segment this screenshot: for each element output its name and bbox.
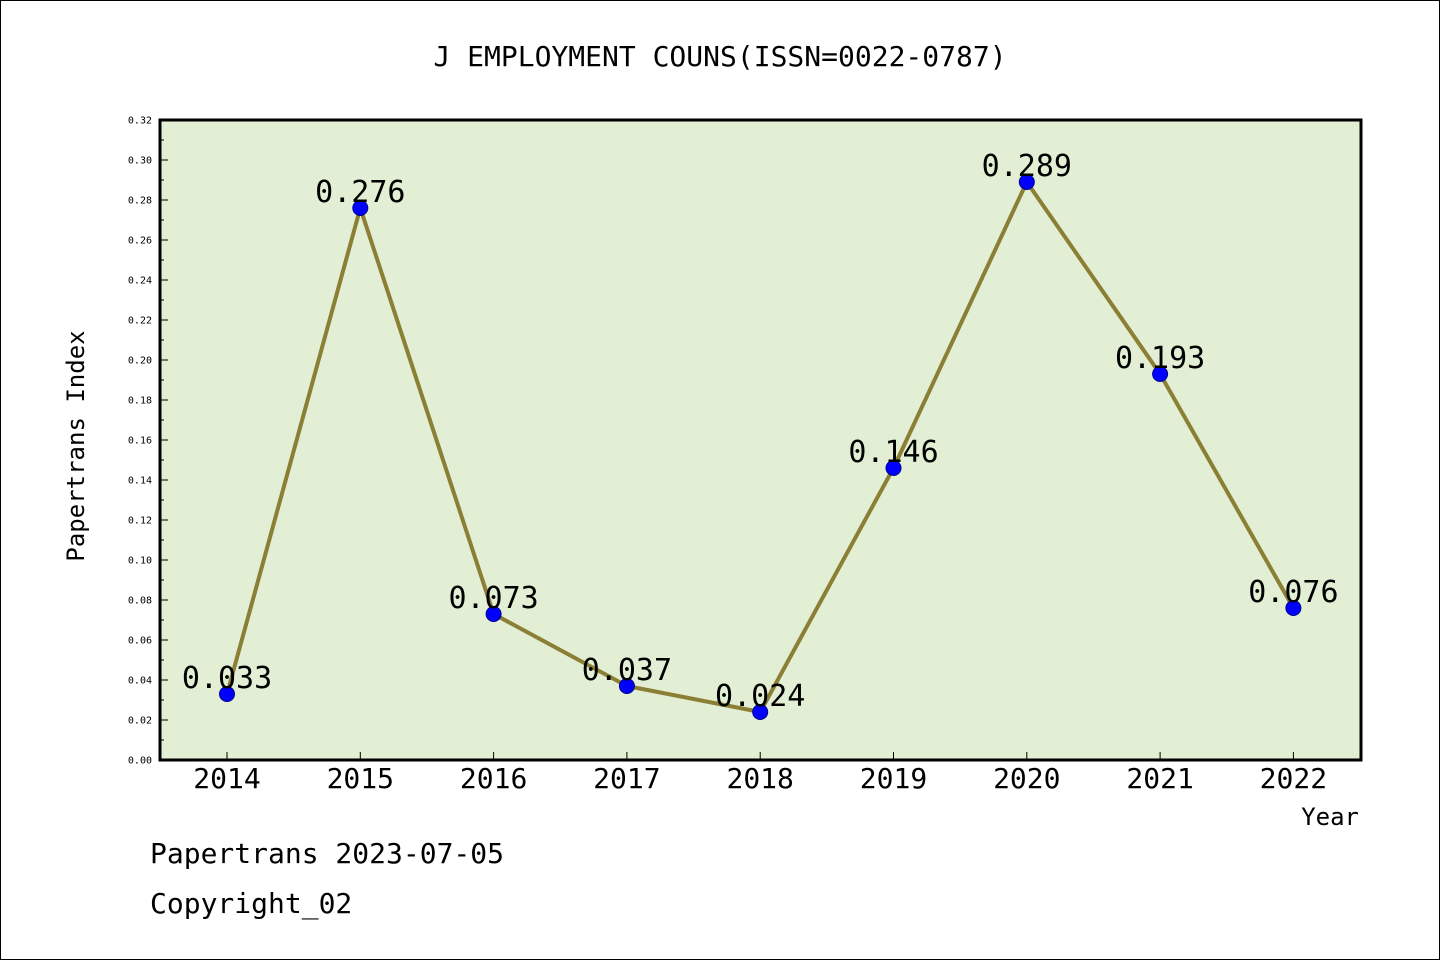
x-tick-label: 2017 [593,762,660,795]
data-label: 0.276 [315,175,405,210]
data-label: 0.146 [848,435,938,470]
data-point [219,686,235,702]
data-label: 0.076 [1248,575,1338,610]
y-tick-label: 0.24 [128,276,152,287]
plot-area [160,120,1361,760]
x-tick-label: 2015 [327,762,394,795]
y-axis-label: Papertrans Index [62,330,90,561]
y-tick-label: 0.08 [128,596,152,607]
x-tick-label: 2018 [726,762,793,795]
y-tick-label: 0.18 [128,396,152,407]
x-tick-label: 2021 [1126,762,1193,795]
y-tick-label: 0.16 [128,436,152,447]
data-point [618,678,635,694]
y-tick-label: 0.10 [128,556,152,567]
data-label: 0.024 [715,679,805,714]
data-point [1152,366,1169,382]
series-layer: 0.033 0.276 0.073 0.037 0.024 0.146 0.289 0.193… [182,149,1339,720]
x-tick-label: 2022 [1260,762,1327,795]
data-point [352,200,369,216]
y-tick-label: 0.12 [128,516,152,527]
chart-title: J EMPLOYMENT COUNS(ISSN=0022-0787) [433,40,1006,73]
y-tick-label: 0.02 [128,716,152,727]
y-tick-label: 0.28 [128,196,152,207]
x-axis: 2014 2015 2016 2017 2018 2019 2020 2021 2022 [193,752,1327,795]
y-tick-label: 0.04 [128,676,152,687]
data-label: 0.073 [448,581,538,616]
x-tick-label: 2019 [860,762,927,795]
x-axis-label: Year [1301,803,1359,831]
footer-copyright: Copyright_02 [150,887,352,921]
y-tick-label: 0.00 [128,756,152,767]
plot-frame [158,118,1363,762]
y-tick-label: 0.14 [128,476,152,487]
data-label: 0.037 [582,653,672,688]
y-tick-label: 0.06 [128,636,152,647]
footer-date: Papertrans 2023-07-05 [150,837,504,870]
data-point [885,460,902,476]
y-tick-label: 0.30 [128,156,152,167]
data-label: 0.193 [1115,341,1205,376]
data-point [1285,600,1302,616]
x-tick-label: 2016 [460,762,527,795]
data-label: 0.289 [982,149,1072,184]
data-label: 0.033 [182,661,272,696]
y-tick-label: 0.22 [128,316,152,327]
data-point [485,606,502,622]
y-tick-label: 0.20 [128,356,152,367]
x-tick-label: 2014 [193,762,260,795]
y-tick-label: 0.26 [128,236,152,247]
y-tick-label: 0.32 [128,116,152,127]
x-tick-label: 2020 [993,762,1060,795]
y-axis: 0.00 0.02 0.04 0.06 0.08 0.10 0.12 0.14 0.16 0.18… [128,116,168,767]
data-point [752,704,769,720]
data-point [1018,174,1035,190]
